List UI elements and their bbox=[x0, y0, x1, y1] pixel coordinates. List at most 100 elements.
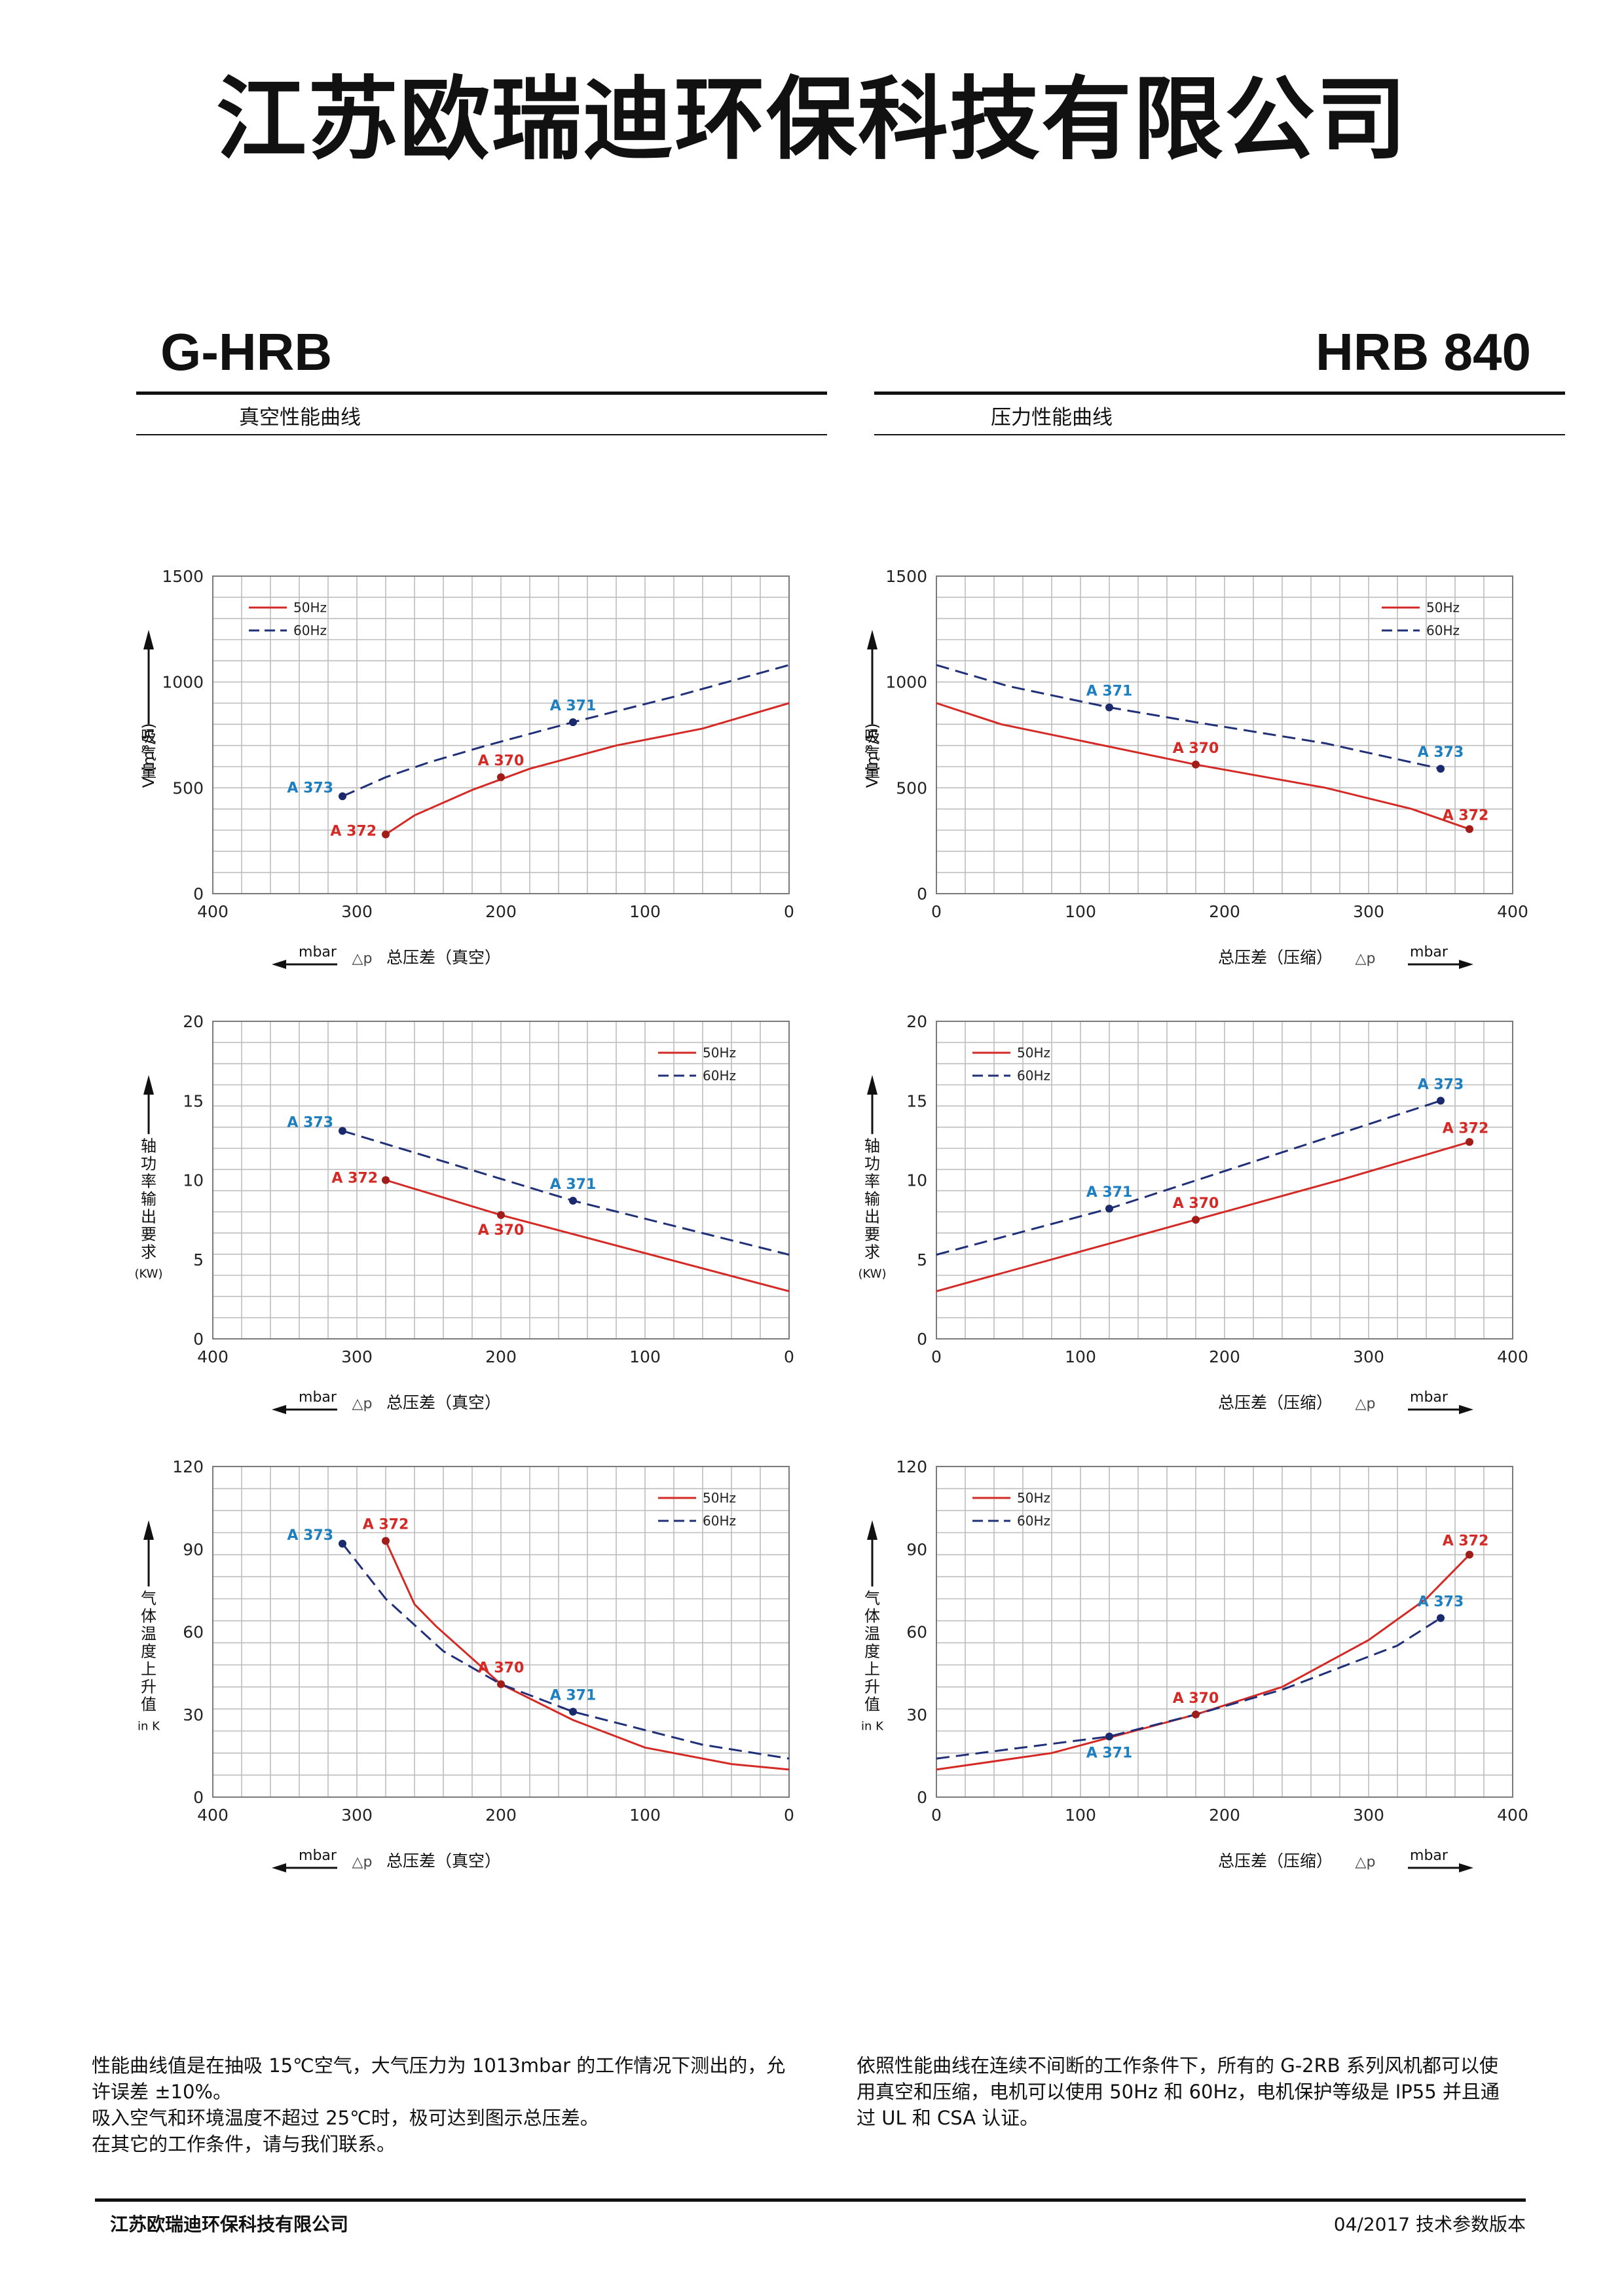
x-axis-unit: mbar bbox=[299, 1389, 337, 1406]
y-axis-arrowhead bbox=[867, 1520, 877, 1540]
series-line-50Hz bbox=[936, 702, 1470, 830]
y-tick-label: 5 bbox=[193, 1250, 204, 1269]
y-axis-label: 量 bbox=[864, 762, 880, 780]
right-subtitle-rule bbox=[874, 434, 1565, 435]
y-tick-label: 30 bbox=[906, 1705, 927, 1724]
point-label: A 373 bbox=[1418, 1594, 1464, 1610]
x-axis-unit: mbar bbox=[1410, 1848, 1449, 1864]
y-axis-unit: (KW) bbox=[858, 1267, 886, 1281]
x-tick-label: 0 bbox=[784, 902, 794, 921]
y-axis-label: 度 bbox=[141, 1642, 157, 1660]
data-point bbox=[1466, 825, 1473, 833]
x-axis-arrowhead bbox=[272, 1863, 286, 1872]
x-axis-delta: △p bbox=[352, 1854, 373, 1870]
y-axis-label: 轴 bbox=[141, 1137, 157, 1155]
plot-frame bbox=[936, 1466, 1513, 1798]
y-axis-label: 温 bbox=[864, 1624, 880, 1643]
data-point bbox=[339, 792, 346, 801]
y-tick-label: 5 bbox=[917, 1250, 927, 1269]
point-label: A 371 bbox=[550, 1688, 597, 1704]
data-point bbox=[1192, 760, 1200, 769]
x-tick-label: 300 bbox=[341, 1347, 373, 1366]
notes-right: 依照性能曲线在连续不间断的工作条件下，所有的 G-2RB 系列风机都可以使 用真… bbox=[857, 2052, 1500, 2131]
x-tick-label: 300 bbox=[1353, 1347, 1384, 1366]
y-tick-label: 0 bbox=[917, 1788, 927, 1807]
data-point bbox=[1192, 1710, 1200, 1719]
y-tick-label: 500 bbox=[172, 778, 204, 797]
x-tick-label: 300 bbox=[1353, 1806, 1384, 1825]
y-tick-label: 30 bbox=[183, 1705, 204, 1724]
y-axis-label: 功 bbox=[864, 1154, 880, 1173]
x-axis-delta: △p bbox=[352, 1396, 373, 1412]
y-axis-label: 气 bbox=[141, 1589, 157, 1607]
point-label: A 371 bbox=[550, 698, 597, 714]
x-tick-label: 400 bbox=[1497, 902, 1528, 921]
y-tick-label: 20 bbox=[183, 1012, 204, 1031]
point-label: A 371 bbox=[550, 1176, 597, 1193]
point-label: A 372 bbox=[1443, 1533, 1489, 1550]
x-axis-arrowhead bbox=[1459, 1863, 1473, 1872]
plot-frame bbox=[212, 1021, 790, 1339]
y-axis-label: 度 bbox=[864, 1642, 880, 1660]
y-axis-label: 要 bbox=[864, 1225, 880, 1243]
legend-label: 50Hz bbox=[703, 1045, 736, 1061]
y-axis-label: 求 bbox=[141, 1243, 157, 1261]
y-tick-label: 10 bbox=[906, 1171, 927, 1190]
y-axis-label: 值 bbox=[141, 1695, 157, 1713]
point-label: A 373 bbox=[1418, 744, 1464, 761]
legend-label: 60Hz bbox=[1017, 1513, 1050, 1529]
data-point bbox=[1105, 1205, 1113, 1213]
point-label: A 370 bbox=[478, 1222, 525, 1239]
x-tick-label: 400 bbox=[1497, 1806, 1528, 1825]
series-line-60Hz bbox=[341, 1542, 790, 1760]
y-axis-label: 出 bbox=[141, 1207, 157, 1226]
y-tick-label: 15 bbox=[183, 1091, 204, 1110]
y-tick-label: 20 bbox=[906, 1012, 927, 1031]
data-point bbox=[1192, 1216, 1200, 1224]
x-axis-label: 总压差（压缩） bbox=[1218, 948, 1333, 967]
x-tick-label: 100 bbox=[629, 1806, 661, 1825]
y-axis-label: 上 bbox=[141, 1660, 157, 1678]
data-point bbox=[339, 1539, 346, 1548]
series-line-50Hz bbox=[936, 1140, 1470, 1292]
y-tick-label: 120 bbox=[172, 1457, 204, 1476]
x-tick-label: 300 bbox=[1353, 902, 1384, 921]
y-tick-label: 90 bbox=[906, 1540, 927, 1559]
x-tick-label: 200 bbox=[485, 1806, 517, 1825]
y-axis-label: 上 bbox=[864, 1660, 880, 1678]
y-axis-label: 求 bbox=[864, 1243, 880, 1261]
x-axis-label: 总压差（压缩） bbox=[1218, 1393, 1333, 1412]
x-axis-unit: mbar bbox=[299, 1848, 337, 1864]
y-tick-label: 0 bbox=[917, 1330, 927, 1349]
x-axis-arrowhead bbox=[272, 1405, 286, 1414]
data-point bbox=[1437, 1614, 1445, 1622]
point-label: A 371 bbox=[1086, 1184, 1133, 1201]
footer-company: 江苏欧瑞迪环保科技有限公司 bbox=[110, 2214, 349, 2235]
x-tick-label: 200 bbox=[1209, 902, 1240, 921]
x-tick-label: 300 bbox=[341, 1806, 373, 1825]
x-axis-arrowhead bbox=[1459, 1405, 1473, 1414]
legend-label: 50Hz bbox=[703, 1490, 736, 1506]
x-axis-label: 总压差（真空） bbox=[386, 948, 501, 967]
y-axis-unit: V (m³/h) bbox=[863, 723, 881, 788]
y-axis-unit: V (m³/h) bbox=[139, 723, 158, 788]
notes-left: 性能曲线值是在抽吸 15℃空气，大气压力为 1013mbar 的工作情况下测出的… bbox=[92, 2052, 785, 2157]
data-point bbox=[1466, 1550, 1473, 1559]
series-line-50Hz bbox=[384, 1540, 790, 1771]
y-axis-label: 率 bbox=[864, 1172, 880, 1190]
legend-label: 50Hz bbox=[1017, 1045, 1050, 1061]
note-line: 许误差 ±10%。 bbox=[92, 2081, 232, 2103]
note-line: 依照性能曲线在连续不间断的工作条件下，所有的 G-2RB 系列风机都可以使 bbox=[857, 2054, 1498, 2077]
point-label: A 371 bbox=[1086, 1745, 1133, 1761]
x-axis-unit: mbar bbox=[1410, 944, 1449, 960]
y-axis-arrowhead bbox=[143, 1075, 154, 1095]
x-axis-delta: △p bbox=[1356, 1396, 1376, 1412]
y-axis-label: 吸 bbox=[864, 727, 880, 745]
point-label: A 373 bbox=[287, 1114, 333, 1131]
x-axis-label: 总压差（压缩） bbox=[1218, 1851, 1333, 1870]
series-line-50Hz bbox=[936, 1554, 1471, 1771]
series-line-50Hz bbox=[385, 702, 790, 835]
y-tick-label: 120 bbox=[896, 1457, 927, 1476]
note-line: 性能曲线值是在抽吸 15℃空气，大气压力为 1013mbar 的工作情况下测出的… bbox=[92, 2054, 786, 2077]
